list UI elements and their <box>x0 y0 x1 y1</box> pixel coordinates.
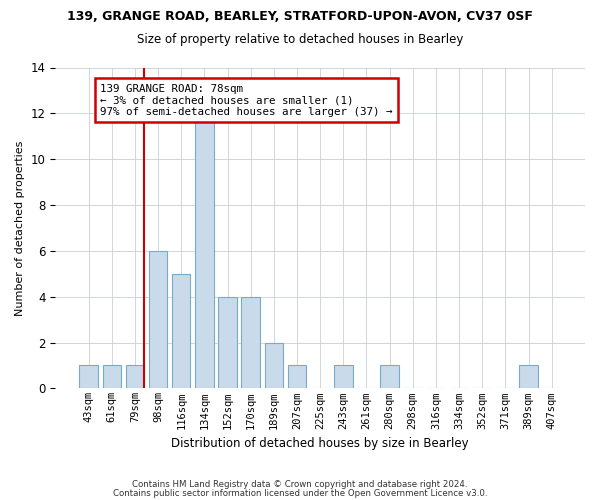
Bar <box>125 366 144 388</box>
Bar <box>218 296 237 388</box>
Text: 139, GRANGE ROAD, BEARLEY, STRATFORD-UPON-AVON, CV37 0SF: 139, GRANGE ROAD, BEARLEY, STRATFORD-UPO… <box>67 10 533 23</box>
Bar <box>241 296 260 388</box>
Bar <box>172 274 190 388</box>
X-axis label: Distribution of detached houses by size in Bearley: Distribution of detached houses by size … <box>172 437 469 450</box>
Bar <box>149 251 167 388</box>
Bar <box>195 114 214 388</box>
Bar <box>265 342 283 388</box>
Text: 139 GRANGE ROAD: 78sqm
← 3% of detached houses are smaller (1)
97% of semi-detac: 139 GRANGE ROAD: 78sqm ← 3% of detached … <box>100 84 392 116</box>
Bar <box>288 366 306 388</box>
Bar <box>79 366 98 388</box>
Text: Contains HM Land Registry data © Crown copyright and database right 2024.: Contains HM Land Registry data © Crown c… <box>132 480 468 489</box>
Bar <box>334 366 353 388</box>
Text: Size of property relative to detached houses in Bearley: Size of property relative to detached ho… <box>137 32 463 46</box>
Y-axis label: Number of detached properties: Number of detached properties <box>15 140 25 316</box>
Text: Contains public sector information licensed under the Open Government Licence v3: Contains public sector information licen… <box>113 488 487 498</box>
Bar <box>519 366 538 388</box>
Bar <box>380 366 399 388</box>
Bar <box>103 366 121 388</box>
